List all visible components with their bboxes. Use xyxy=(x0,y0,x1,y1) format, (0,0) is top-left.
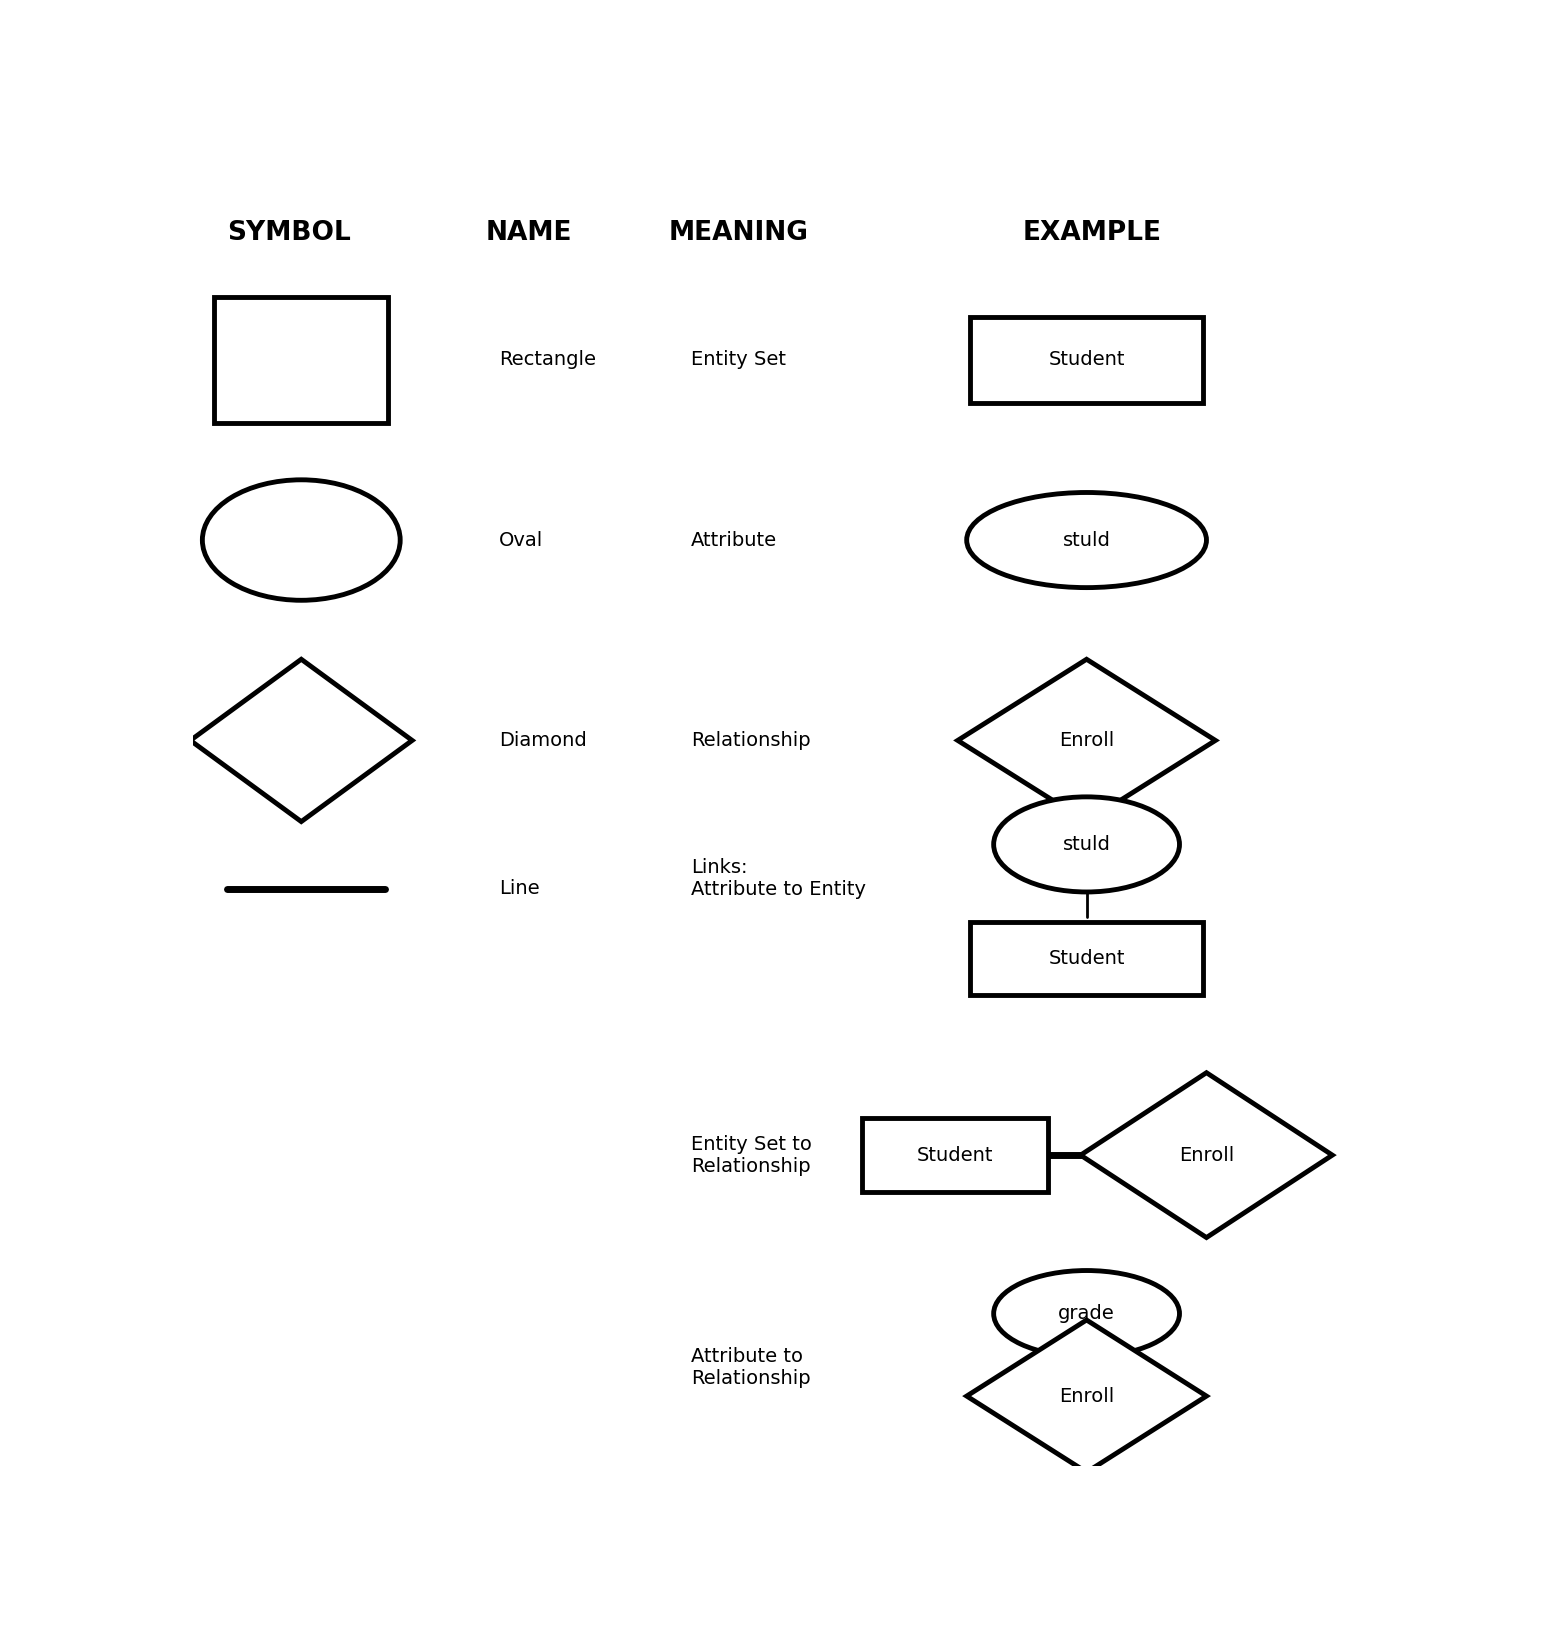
Text: Student: Student xyxy=(1049,351,1125,369)
Text: Diamond: Diamond xyxy=(500,731,586,749)
Text: Enroll: Enroll xyxy=(1060,731,1114,749)
Ellipse shape xyxy=(993,797,1179,893)
Text: SYMBOL: SYMBOL xyxy=(227,221,351,245)
Text: Relationship: Relationship xyxy=(692,731,811,749)
Text: MEANING: MEANING xyxy=(668,221,809,245)
Polygon shape xyxy=(967,1319,1207,1472)
FancyBboxPatch shape xyxy=(862,1118,1047,1192)
Text: Line: Line xyxy=(500,879,540,898)
Text: Entity Set to
Relationship: Entity Set to Relationship xyxy=(692,1135,812,1176)
Ellipse shape xyxy=(967,492,1207,588)
Text: Enroll: Enroll xyxy=(1060,1387,1114,1405)
Text: Attribute to
Relationship: Attribute to Relationship xyxy=(692,1347,811,1388)
Text: NAME: NAME xyxy=(486,221,572,245)
Ellipse shape xyxy=(993,1270,1179,1357)
Ellipse shape xyxy=(203,479,401,600)
Text: Rectangle: Rectangle xyxy=(500,351,596,369)
FancyBboxPatch shape xyxy=(215,296,388,423)
Polygon shape xyxy=(958,659,1216,822)
Text: Oval: Oval xyxy=(500,530,543,550)
Text: Student: Student xyxy=(916,1146,993,1164)
FancyBboxPatch shape xyxy=(970,922,1204,995)
Text: stuld: stuld xyxy=(1063,835,1111,853)
Polygon shape xyxy=(1080,1072,1332,1237)
Text: grade: grade xyxy=(1058,1304,1115,1323)
Text: Enroll: Enroll xyxy=(1179,1146,1235,1164)
Text: stuld: stuld xyxy=(1063,530,1111,550)
Text: Attribute: Attribute xyxy=(692,530,777,550)
Text: EXAMPLE: EXAMPLE xyxy=(1023,221,1162,245)
Text: Links:
Attribute to Entity: Links: Attribute to Entity xyxy=(692,858,866,899)
FancyBboxPatch shape xyxy=(970,316,1204,404)
Polygon shape xyxy=(190,659,412,822)
Text: Entity Set: Entity Set xyxy=(692,351,786,369)
Text: Student: Student xyxy=(1049,949,1125,968)
